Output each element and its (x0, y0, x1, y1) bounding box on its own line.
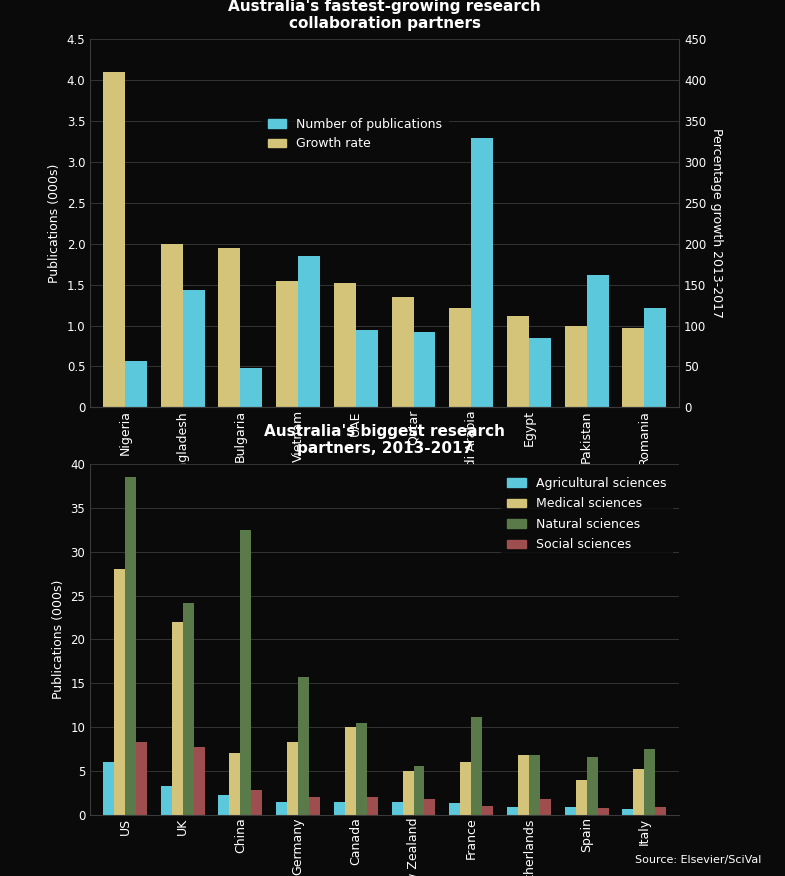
Bar (218, 795, 229, 815)
Bar (623, 328, 644, 407)
Bar (356, 329, 378, 407)
Bar (136, 742, 147, 815)
Title: Australia's biggest research
partners, 2013-2017: Australia's biggest research partners, 2… (264, 424, 506, 456)
Bar (529, 755, 540, 815)
Bar (240, 530, 251, 815)
Bar (125, 477, 136, 815)
Bar (298, 256, 320, 407)
Bar (575, 780, 586, 815)
Bar (392, 297, 414, 407)
Bar (507, 807, 518, 815)
Y-axis label: Publications (000s): Publications (000s) (52, 580, 65, 699)
Y-axis label: Percentage growth 2013-2017: Percentage growth 2013-2017 (710, 129, 723, 318)
Bar (367, 797, 378, 815)
Bar (356, 723, 367, 815)
Bar (309, 797, 320, 815)
Title: Australia's fastest-growing research
collaboration partners: Australia's fastest-growing research col… (228, 0, 541, 32)
Bar (218, 248, 240, 407)
Bar (345, 727, 356, 815)
Bar (586, 275, 608, 407)
Bar (644, 749, 655, 815)
Bar (103, 72, 125, 407)
Bar (103, 762, 114, 815)
Bar (172, 622, 183, 815)
Bar (518, 755, 529, 815)
Bar (183, 603, 194, 815)
Bar (460, 762, 471, 815)
Bar (276, 280, 298, 407)
Bar (414, 332, 436, 407)
Bar (229, 753, 240, 815)
Bar (334, 283, 356, 407)
Bar (114, 569, 125, 815)
Bar (240, 368, 262, 407)
Y-axis label: Publications (000s): Publications (000s) (48, 164, 61, 283)
Bar (251, 790, 262, 815)
Bar (449, 803, 460, 815)
Bar (287, 742, 298, 815)
Bar (623, 809, 633, 815)
Bar (586, 757, 597, 815)
Bar (633, 769, 644, 815)
Bar (597, 808, 608, 815)
Bar (471, 717, 482, 815)
Bar (471, 138, 493, 407)
Bar (655, 807, 666, 815)
Bar (482, 806, 493, 815)
Bar (161, 244, 183, 407)
Bar (392, 802, 403, 815)
Bar (425, 799, 436, 815)
Bar (298, 677, 309, 815)
Bar (403, 771, 414, 815)
Text: Source: Elsevier/SciVal: Source: Elsevier/SciVal (635, 856, 761, 865)
Bar (564, 326, 586, 407)
Bar (529, 338, 551, 407)
Bar (161, 786, 172, 815)
Bar (507, 315, 529, 407)
Bar (276, 802, 287, 815)
Legend: Number of publications, Growth rate: Number of publications, Growth rate (261, 112, 448, 157)
Legend: Agricultural sciences, Medical sciences, Natural sciences, Social sciences: Agricultural sciences, Medical sciences,… (501, 470, 673, 557)
Bar (183, 291, 205, 407)
Bar (125, 361, 147, 407)
Bar (194, 747, 205, 815)
Bar (414, 766, 425, 815)
Bar (334, 802, 345, 815)
Bar (564, 807, 575, 815)
Bar (644, 307, 666, 407)
Bar (540, 799, 551, 815)
Bar (449, 307, 471, 407)
